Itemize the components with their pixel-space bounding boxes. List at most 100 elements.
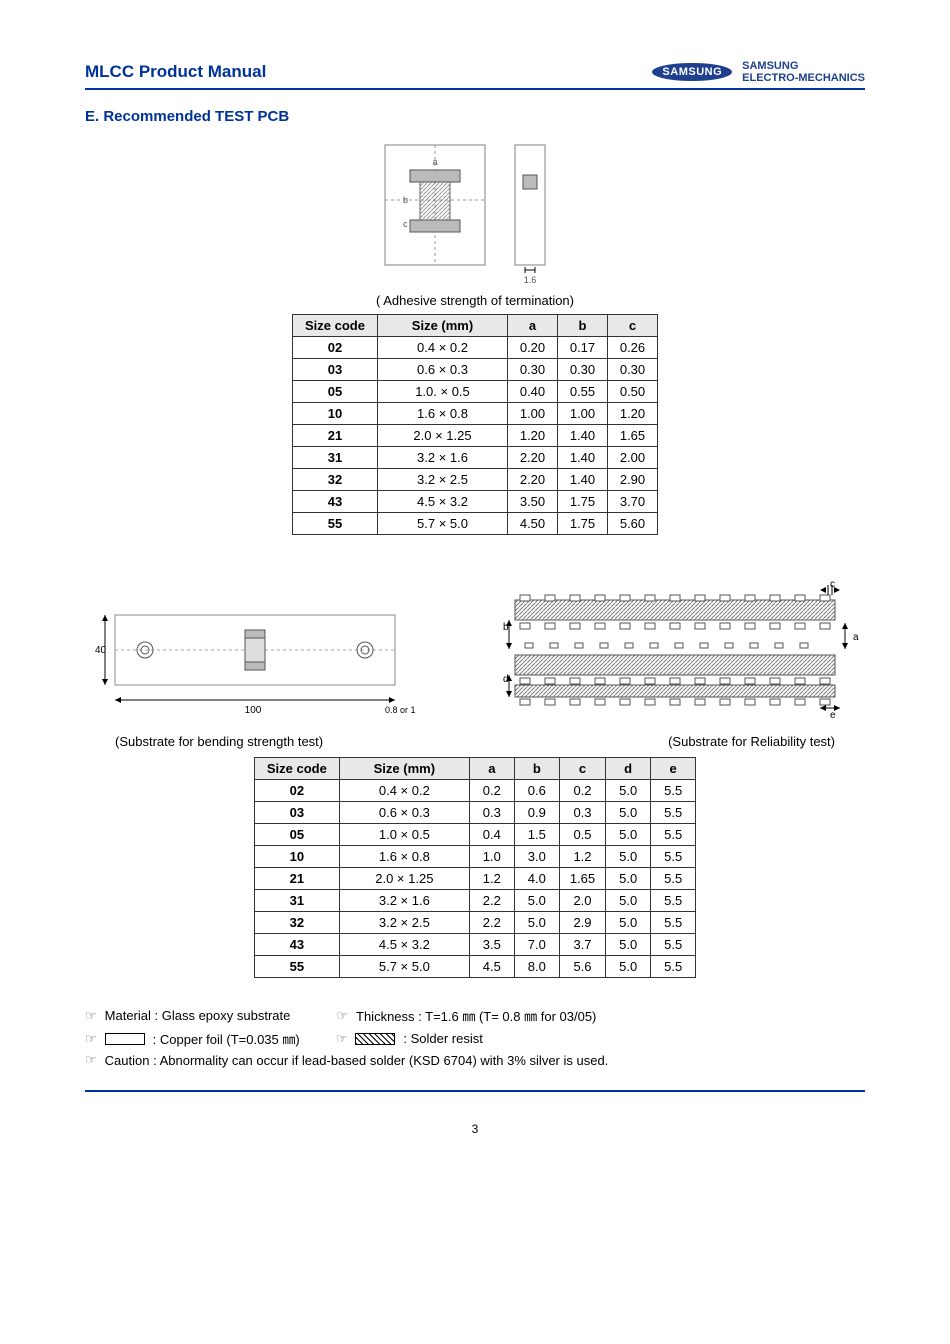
table-cell: 5.0 [606,846,651,868]
table-cell: 5.0 [606,780,651,802]
col-header: b [514,758,559,780]
pointer-icon: ☞ [85,1031,97,1047]
table-cell: 0.6 [514,780,559,802]
table-cell: 5.0 [514,912,559,934]
brand-line2: ELECTRO-MECHANICS [742,72,865,84]
table-cell: 5.0 [606,824,651,846]
table-cell: 4.0 [514,868,559,890]
table-cell: 7.0 [514,934,559,956]
diagram-bending: 40 100 0.8 or 1.6 [85,585,415,728]
table-substrate: Size codeSize (mm)abcde020.4 × 0.20.20.6… [254,757,696,978]
table-row: 212.0 × 1.251.201.401.65 [293,425,658,447]
table-cell: 5.0 [606,912,651,934]
table-cell: 5.5 [651,780,696,802]
table-cell: 2.2 [469,912,514,934]
table-cell: 31 [293,447,378,469]
table-cell: 0.4 × 0.2 [339,780,469,802]
table-cell: 0.6 × 0.3 [339,802,469,824]
diagrams-row: 40 100 0.8 or 1.6 [85,575,865,728]
table-cell: 32 [254,912,339,934]
table-cell: 2.2 [469,890,514,912]
table-cell: 5.0 [606,802,651,824]
table-cell: 2.20 [508,469,558,491]
note-thickness: Thickness : T=1.6 ㎜ (T= 0.8 ㎜ for 03/05) [356,1006,596,1025]
legend-copper-icon [105,1033,145,1045]
thickness-label: 1.6 [524,275,537,285]
table-row: 051.0 × 0.50.41.50.55.05.5 [254,824,695,846]
pointer-icon: ☞ [336,1031,348,1047]
svg-text:40: 40 [95,645,107,656]
table-cell: 43 [254,934,339,956]
table-row: 323.2 × 2.52.201.402.90 [293,469,658,491]
page-number: 3 [85,1122,865,1136]
table-cell: 5.5 [651,802,696,824]
table-cell: 0.6 × 0.3 [378,359,508,381]
table-cell: 3.70 [608,491,658,513]
table-cell: 0.2 [469,780,514,802]
table-cell: 1.6 × 0.8 [378,403,508,425]
table-cell: 0.2 [559,780,605,802]
footer-rule [85,1090,865,1092]
col-header: Size (mm) [378,315,508,337]
table-cell: 5.0 [606,868,651,890]
table-cell: 5.6 [559,956,605,978]
table-cell: 0.3 [469,802,514,824]
table-cell: 0.30 [508,359,558,381]
table-cell: 1.5 [514,824,559,846]
table-cell: 2.00 [608,447,658,469]
table-cell: 10 [254,846,339,868]
table-cell: 0.17 [558,337,608,359]
note-caution: Caution : Abnormality can occur if lead-… [105,1053,609,1068]
table-cell: 0.9 [514,802,559,824]
table-cell: 0.4 [469,824,514,846]
table-cell: 1.40 [558,447,608,469]
table-cell: 1.2 [559,846,605,868]
table-cell: 03 [254,802,339,824]
table-cell: 1.75 [558,513,608,535]
table-cell: 3.50 [508,491,558,513]
pointer-icon: ☞ [336,1008,348,1024]
table-row: 020.4 × 0.20.200.170.26 [293,337,658,359]
col-header: e [651,758,696,780]
brand-block: SAMSUNG SAMSUNG ELECTRO-MECHANICS [652,60,865,84]
table-cell: 0.30 [608,359,658,381]
table-cell: 5.5 [651,934,696,956]
table-cell: 10 [293,403,378,425]
table-cell: 8.0 [514,956,559,978]
table-cell: 5.7 × 5.0 [378,513,508,535]
table-cell: 2.90 [608,469,658,491]
svg-text:b: b [403,195,408,205]
table-cell: 02 [254,780,339,802]
table-cell: 0.40 [508,381,558,403]
table-cell: 5.0 [514,890,559,912]
table-cell: 4.5 [469,956,514,978]
table-cell: 2.0 [559,890,605,912]
table-cell: 0.20 [508,337,558,359]
table-row: 555.7 × 5.04.58.05.65.05.5 [254,956,695,978]
table-row: 101.6 × 0.81.001.001.20 [293,403,658,425]
table-cell: 5.5 [651,868,696,890]
table-cell: 1.00 [558,403,608,425]
table-cell: 1.0. × 0.5 [378,381,508,403]
table-cell: 5.5 [651,846,696,868]
table-cell: 0.26 [608,337,658,359]
brand-oval: SAMSUNG [652,63,732,81]
col-header: a [469,758,514,780]
col-header: c [608,315,658,337]
col-header: c [559,758,605,780]
svg-text:c: c [403,219,408,229]
table-cell: 3.5 [469,934,514,956]
note-copper: : Copper foil (T=0.035 ㎜) [153,1029,300,1048]
table-cell: 1.65 [608,425,658,447]
table-row: 101.6 × 0.81.03.01.25.05.5 [254,846,695,868]
col-header: d [606,758,651,780]
pointer-icon: ☞ [85,1008,97,1024]
subcaption-row: (Substrate for bending strength test) (S… [115,734,835,749]
table-cell: 1.0 × 0.5 [339,824,469,846]
table-cell: 5.5 [651,912,696,934]
svg-text:a: a [853,632,859,643]
table-cell: 55 [293,513,378,535]
table-row: 020.4 × 0.20.20.60.25.05.5 [254,780,695,802]
col-header: Size code [293,315,378,337]
table1-caption: ( Adhesive strength of termination) [85,293,865,308]
